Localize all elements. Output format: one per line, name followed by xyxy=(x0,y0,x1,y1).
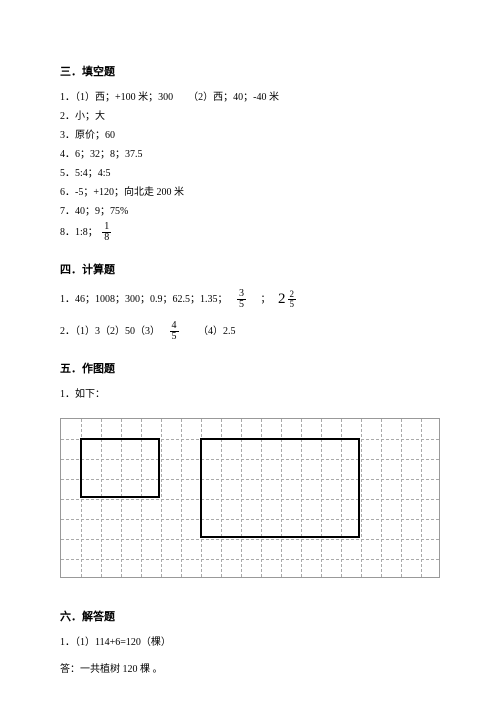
mixed-frac: 2 5 xyxy=(288,290,297,309)
s3-line-3: 3．原价；60 xyxy=(60,127,440,144)
frac-den: 5 xyxy=(237,300,246,310)
s4-line-1-mid: ； xyxy=(251,294,276,305)
s3-line-8-prefix: 8．1:8； xyxy=(60,227,98,238)
s4-line-1: 1．46；1008；300；0.9；62.5；1.35； 3 5 ； 2 2 5 xyxy=(60,287,440,313)
s5-line-1: 1．如下： xyxy=(60,386,440,403)
fraction-4-5: 4 5 xyxy=(170,321,179,342)
grid-line-vertical xyxy=(181,419,182,577)
frac-den: 5 xyxy=(288,300,297,309)
section-3-header: 三．填空题 xyxy=(60,63,440,79)
grid-line-vertical xyxy=(361,419,362,577)
s4-line-2: 2．（1）3（2）50（3） 4 5 （4）2.5 xyxy=(60,321,440,342)
section-5-header: 五．作图题 xyxy=(60,360,440,376)
section-6-header: 六．解答题 xyxy=(60,608,440,624)
s3-line-4: 4．6；32；8；37.5 xyxy=(60,146,440,163)
mixed-whole: 2 xyxy=(278,287,286,313)
grid-line-horizontal xyxy=(61,539,439,540)
s6-line-2: 答：一共植树 120 棵 。 xyxy=(60,661,440,678)
frac-den: 5 xyxy=(170,332,179,342)
s3-line-2: 2．小；大 xyxy=(60,108,440,125)
s4-line-1-prefix: 1．46；1008；300；0.9；62.5；1.35； xyxy=(60,294,233,305)
mixed-number-2-2-5: 2 2 5 xyxy=(278,287,298,313)
s3-line-1: 1．（1）西；+100 米；300 （2）西；40；-40 米 xyxy=(60,89,440,106)
section-4-header: 四．计算题 xyxy=(60,261,440,277)
fraction-1-8: 1 8 xyxy=(102,222,111,243)
s3-line-6: 6．-5；+120；向北走 200 米 xyxy=(60,184,440,201)
s3-line-8: 8．1:8； 1 8 xyxy=(60,222,440,243)
s6-line-1: 1．（1）114+6=120（棵） xyxy=(60,634,440,651)
frac-den: 8 xyxy=(102,233,111,243)
s3-line-5: 5．5:4；4:5 xyxy=(60,165,440,182)
grid-line-vertical xyxy=(161,419,162,577)
grid-line-horizontal xyxy=(61,559,439,560)
fraction-3-5: 3 5 xyxy=(237,289,246,310)
s4-line-2-suffix: （4）2.5 xyxy=(183,325,236,336)
grid-line-vertical xyxy=(421,419,422,577)
drawing-grid-container xyxy=(60,418,440,578)
drawing-grid xyxy=(60,418,440,578)
drawn-rectangle-2 xyxy=(200,438,360,538)
grid-line-vertical xyxy=(401,419,402,577)
grid-line-vertical xyxy=(381,419,382,577)
s4-line-2-prefix: 2．（1）3（2）50（3） xyxy=(60,325,165,336)
s3-line-7: 7．40；9；75% xyxy=(60,203,440,220)
drawn-rectangle-1 xyxy=(80,438,160,498)
